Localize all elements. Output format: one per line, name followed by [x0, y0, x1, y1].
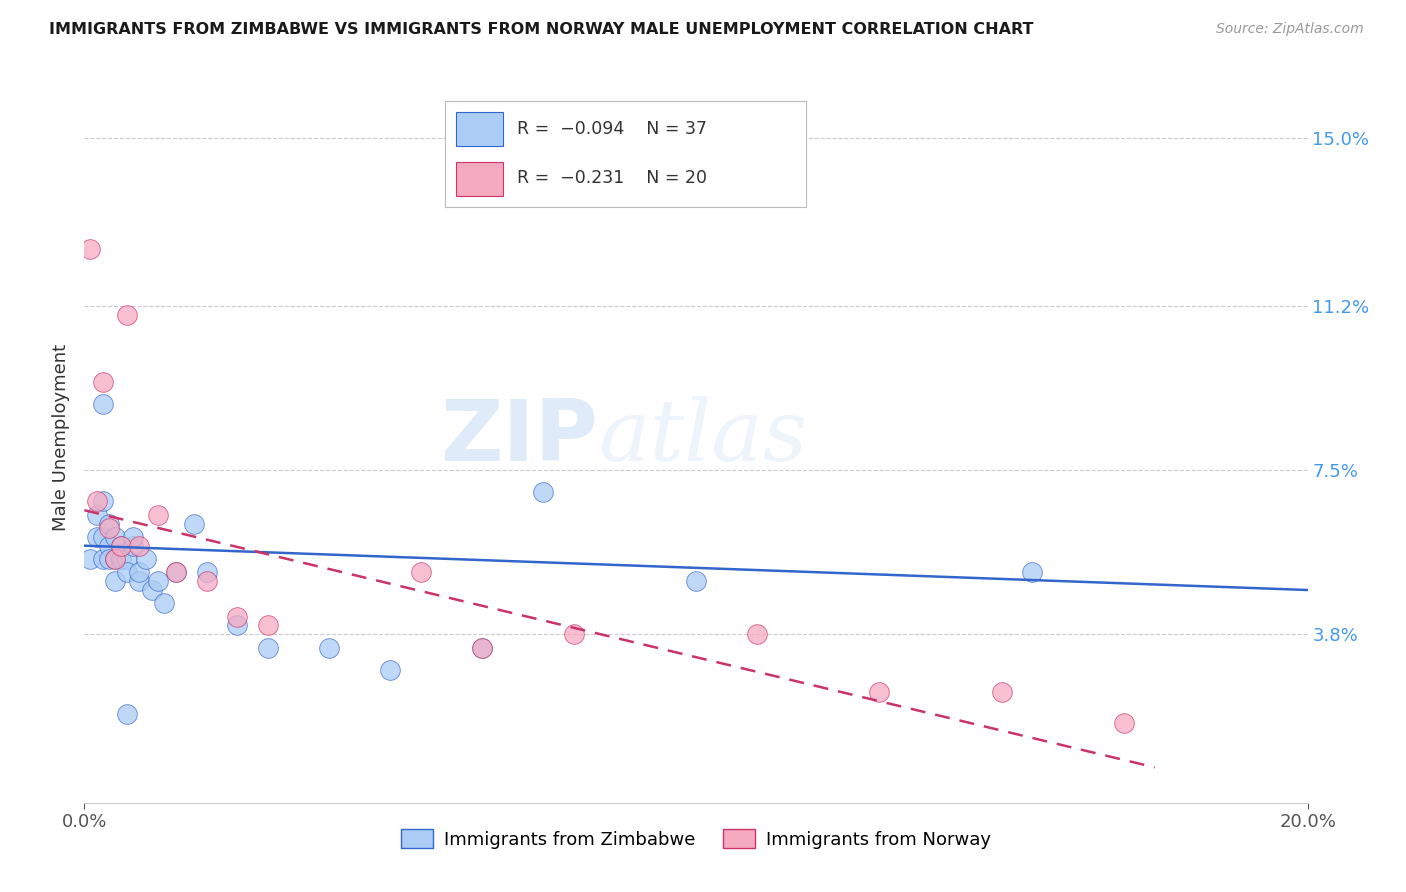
Point [183, 516, 205, 531]
Text: IMMIGRANTS FROM ZIMBABWE VS IMMIGRANTS FROM NORWAY MALE UNEMPLOYMENT CORRELATION: IMMIGRANTS FROM ZIMBABWE VS IMMIGRANTS F… [49, 22, 1033, 37]
Point [91, 530, 114, 544]
Point [128, 574, 150, 589]
Point [257, 640, 280, 655]
Point [104, 530, 127, 544]
Point [115, 707, 138, 722]
Point [1114, 716, 1136, 731]
Point [141, 582, 163, 597]
Point [86, 494, 108, 508]
Point [318, 640, 340, 655]
Point [97, 552, 120, 566]
Point [91, 375, 114, 389]
Point [165, 566, 187, 580]
Point [97, 521, 120, 535]
Point [128, 539, 150, 553]
Point [747, 627, 769, 641]
Point [562, 627, 585, 641]
Point [869, 685, 891, 699]
Point [471, 640, 494, 655]
Point [122, 539, 145, 553]
Point [97, 516, 120, 531]
Point [104, 552, 127, 566]
Point [991, 685, 1014, 699]
Point [146, 508, 169, 522]
Point [195, 566, 218, 580]
Point [153, 596, 176, 610]
Point [146, 574, 169, 589]
Legend: Immigrants from Zimbabwe, Immigrants from Norway: Immigrants from Zimbabwe, Immigrants fro… [394, 822, 998, 856]
Point [195, 574, 218, 589]
Point [79, 552, 101, 566]
Point [226, 609, 249, 624]
Text: Source: ZipAtlas.com: Source: ZipAtlas.com [1216, 22, 1364, 37]
Point [115, 308, 138, 322]
Point [122, 530, 145, 544]
Point [91, 552, 114, 566]
Point [115, 566, 138, 580]
Point [110, 539, 132, 553]
Point [135, 552, 157, 566]
Text: ZIP: ZIP [440, 395, 598, 479]
Point [685, 574, 707, 589]
Point [86, 530, 108, 544]
Point [165, 566, 187, 580]
Point [79, 242, 101, 256]
Point [1021, 566, 1043, 580]
Y-axis label: Male Unemployment: Male Unemployment [52, 343, 70, 531]
Point [226, 618, 249, 632]
Point [257, 618, 280, 632]
Point [471, 640, 494, 655]
Point [531, 485, 554, 500]
Point [115, 552, 138, 566]
Point [409, 566, 432, 580]
Point [104, 552, 127, 566]
Point [86, 508, 108, 522]
Text: atlas: atlas [598, 396, 807, 478]
Point [110, 552, 132, 566]
Point [97, 539, 120, 553]
Point [91, 494, 114, 508]
Point [110, 539, 132, 553]
Point [91, 397, 114, 411]
Point [380, 663, 402, 677]
Point [128, 566, 150, 580]
Point [104, 574, 127, 589]
